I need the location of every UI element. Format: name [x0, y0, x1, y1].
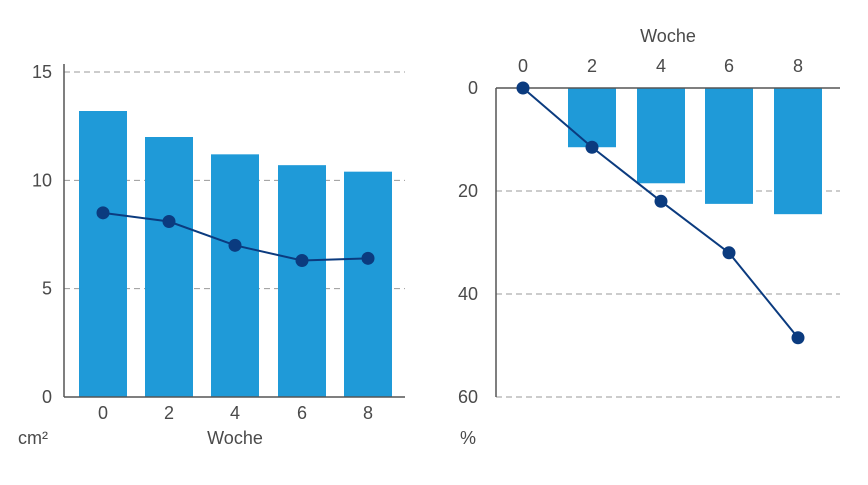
right-y-tick-label: 20 [458, 181, 478, 201]
right-bar-week-6 [705, 88, 753, 204]
left-x-tick-label: 6 [297, 403, 307, 423]
right-bar-week-4 [637, 88, 685, 184]
left-bar-week-0 [79, 111, 127, 397]
right-bar-week-2 [568, 88, 616, 148]
left-x-tick-label: 4 [230, 403, 240, 423]
left-x-tick-label: 8 [363, 403, 373, 423]
right-x-tick-label: 6 [724, 56, 734, 76]
right-y-tick-label: 0 [468, 78, 478, 98]
left-line-point-week-8 [361, 251, 375, 265]
left-bar-week-6 [278, 165, 326, 397]
left-line-point-week-2 [162, 215, 176, 228]
right-line-point-week-0 [516, 81, 530, 95]
left-x-tick-label: 2 [164, 403, 174, 423]
left-bar-week-4 [211, 154, 259, 397]
right-x-axis-label: Woche [640, 26, 696, 46]
right-line-point-week-4 [654, 194, 668, 208]
left-x-axis-label: Woche [207, 428, 263, 448]
left-y-tick-label: 15 [32, 62, 52, 82]
right-x-tick-label: 0 [518, 56, 528, 76]
right-y-tick-label: 40 [458, 284, 478, 304]
right-line-point-week-6 [722, 246, 736, 260]
left-y-tick-label: 5 [42, 279, 52, 299]
right-chart-area: 0 20 40 60 0 2 4 6 8 [458, 56, 840, 407]
right-y-tick-label: 60 [458, 387, 478, 407]
right-x-tick-label: 2 [587, 56, 597, 76]
right-unit-label: % [460, 428, 476, 448]
right-x-tick-label: 8 [793, 56, 803, 76]
left-bar-week-2 [145, 137, 193, 397]
right-line-point-week-2 [585, 140, 599, 154]
left-y-tick-label: 0 [42, 387, 52, 407]
left-line-point-week-0 [96, 206, 110, 220]
left-x-tick-label: 0 [98, 403, 108, 423]
left-unit-label: cm² [18, 428, 48, 448]
left-y-tick-label: 10 [32, 170, 52, 190]
left-line-point-week-4 [228, 238, 242, 252]
right-line-point-week-8 [791, 331, 805, 345]
right-bar-week-8 [774, 88, 822, 215]
left-bar-week-8 [344, 171, 392, 397]
left-chart-area: 0 5 10 15 0 2 4 6 8 [32, 62, 405, 423]
right-x-tick-label: 4 [656, 56, 666, 76]
left-line-point-week-6 [295, 254, 309, 267]
